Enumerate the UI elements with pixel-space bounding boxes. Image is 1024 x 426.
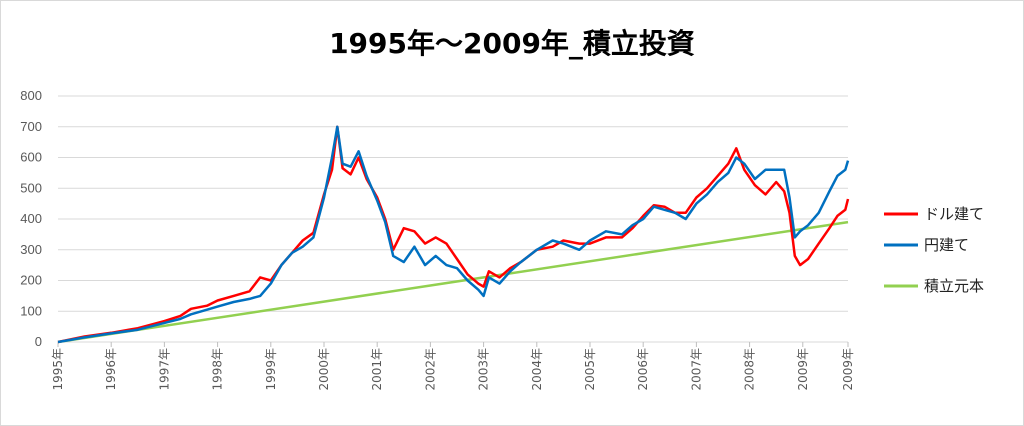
x-tick-label: 2004年	[530, 348, 544, 391]
y-tick-label: 800	[20, 88, 42, 103]
x-tick-label: 2009年	[841, 348, 855, 391]
y-tick-label: 0	[35, 334, 42, 349]
x-tick-label: 1999年	[264, 348, 278, 391]
series-line-3	[57, 220, 849, 344]
y-tick-label: 100	[20, 303, 42, 318]
x-tick-label: 2005年	[583, 348, 597, 391]
y-tick-label: 600	[20, 150, 42, 165]
x-tick-label: 2008年	[743, 348, 757, 391]
x-tick-label: 2006年	[636, 348, 650, 391]
series-lines	[57, 125, 850, 344]
y-tick-label: 700	[20, 119, 42, 134]
y-tick-label: 500	[20, 180, 42, 195]
legend-label: 円建て	[924, 236, 969, 254]
x-tick-label: 1998年	[211, 348, 225, 391]
x-tick-label: 2002年	[423, 348, 437, 391]
y-tick-label: 200	[20, 273, 42, 288]
series-line-2	[57, 125, 850, 344]
x-tick-label: 2000年	[317, 348, 331, 391]
legend-label: 積立元本	[924, 277, 984, 295]
y-axis-ticks: 0 100 200 300 400 500 600 700 800	[20, 88, 42, 349]
x-tick-label: 2001年	[370, 348, 384, 391]
x-tick-label: 2007年	[689, 348, 703, 391]
series-line-1	[57, 125, 850, 344]
x-tick-label: 1996年	[104, 348, 118, 391]
x-tick-label: 1995年	[51, 348, 65, 391]
chart-title: 1995年～2009年_積立投資	[329, 27, 695, 60]
gridlines	[58, 95, 848, 343]
legend-label: ドル建て	[924, 205, 984, 223]
x-tick-label: 2003年	[477, 348, 491, 391]
y-tick-label: 300	[20, 242, 42, 257]
x-tick-label: 1997年	[157, 348, 171, 391]
x-axis-ticks: 1995年 1996年 1997年 1998年 1999年 2000年 2001年 2002年…	[51, 342, 855, 391]
y-tick-label: 400	[20, 211, 42, 226]
x-tick-label: 2009年	[796, 348, 810, 391]
